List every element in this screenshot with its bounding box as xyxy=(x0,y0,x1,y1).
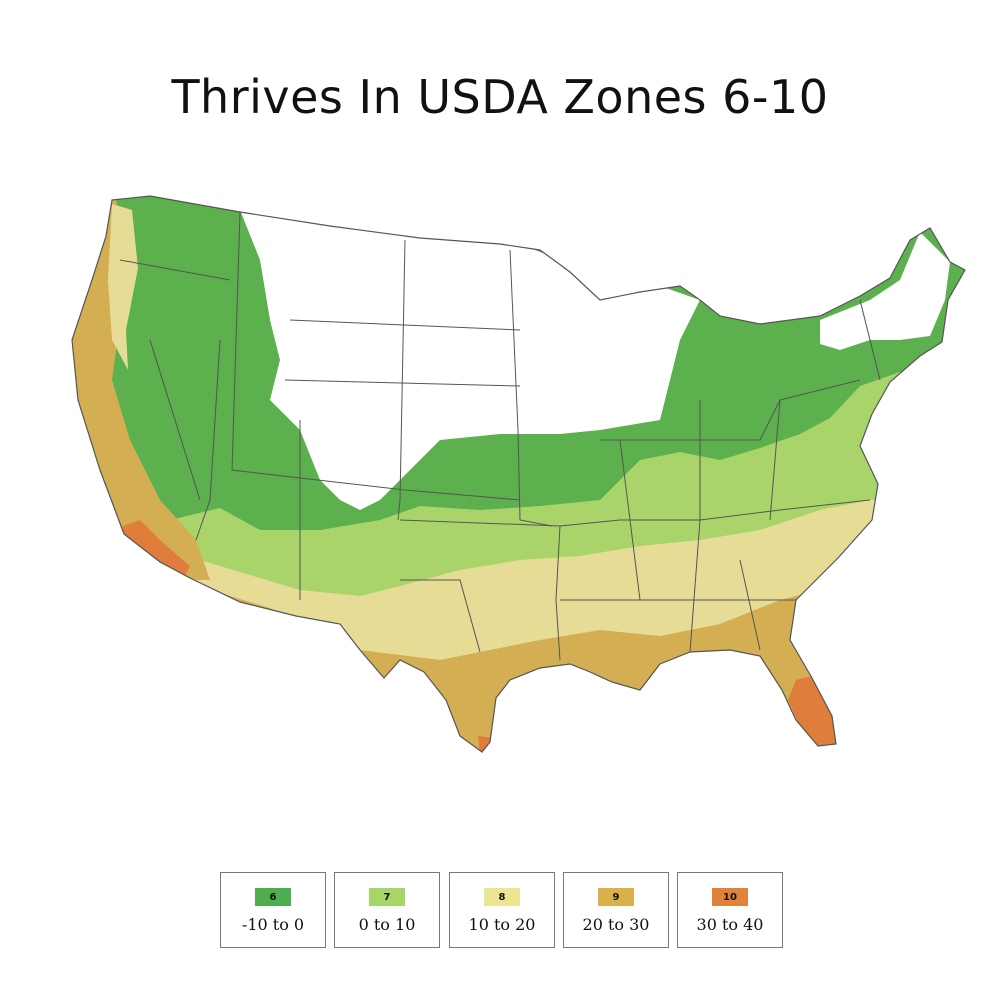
map-title: Thrives In USDA Zones 6-10 xyxy=(171,70,829,124)
legend-range: 0 to 10 xyxy=(358,915,416,934)
legend-swatch: 8 xyxy=(484,888,520,906)
legend-item-zone-9: 9 20 to 30 xyxy=(563,872,669,948)
legend-item-zone-6: 6 -10 to 0 xyxy=(220,872,326,948)
legend-range: 10 to 20 xyxy=(468,915,536,934)
zone-10-florida xyxy=(788,676,840,750)
state-borders xyxy=(119,211,881,661)
legend-swatch: 10 xyxy=(712,888,748,906)
legend-item-zone-10: 10 30 to 40 xyxy=(677,872,783,948)
legend-range: -10 to 0 xyxy=(241,915,305,934)
colder-northeast-region xyxy=(820,232,950,350)
usda-zone-map xyxy=(0,170,1000,820)
legend-swatch: 6 xyxy=(255,888,291,906)
legend-item-zone-7: 7 0 to 10 xyxy=(334,872,440,948)
legend-item-zone-8: 8 10 to 20 xyxy=(449,872,555,948)
legend-swatch: 7 xyxy=(369,888,405,906)
west-coast-zone-8 xyxy=(108,204,138,370)
legend-swatch: 9 xyxy=(598,888,634,906)
legend-range: 20 to 30 xyxy=(582,915,650,934)
zone-10-southern-california xyxy=(118,520,190,578)
legend-range: 30 to 40 xyxy=(696,915,764,934)
